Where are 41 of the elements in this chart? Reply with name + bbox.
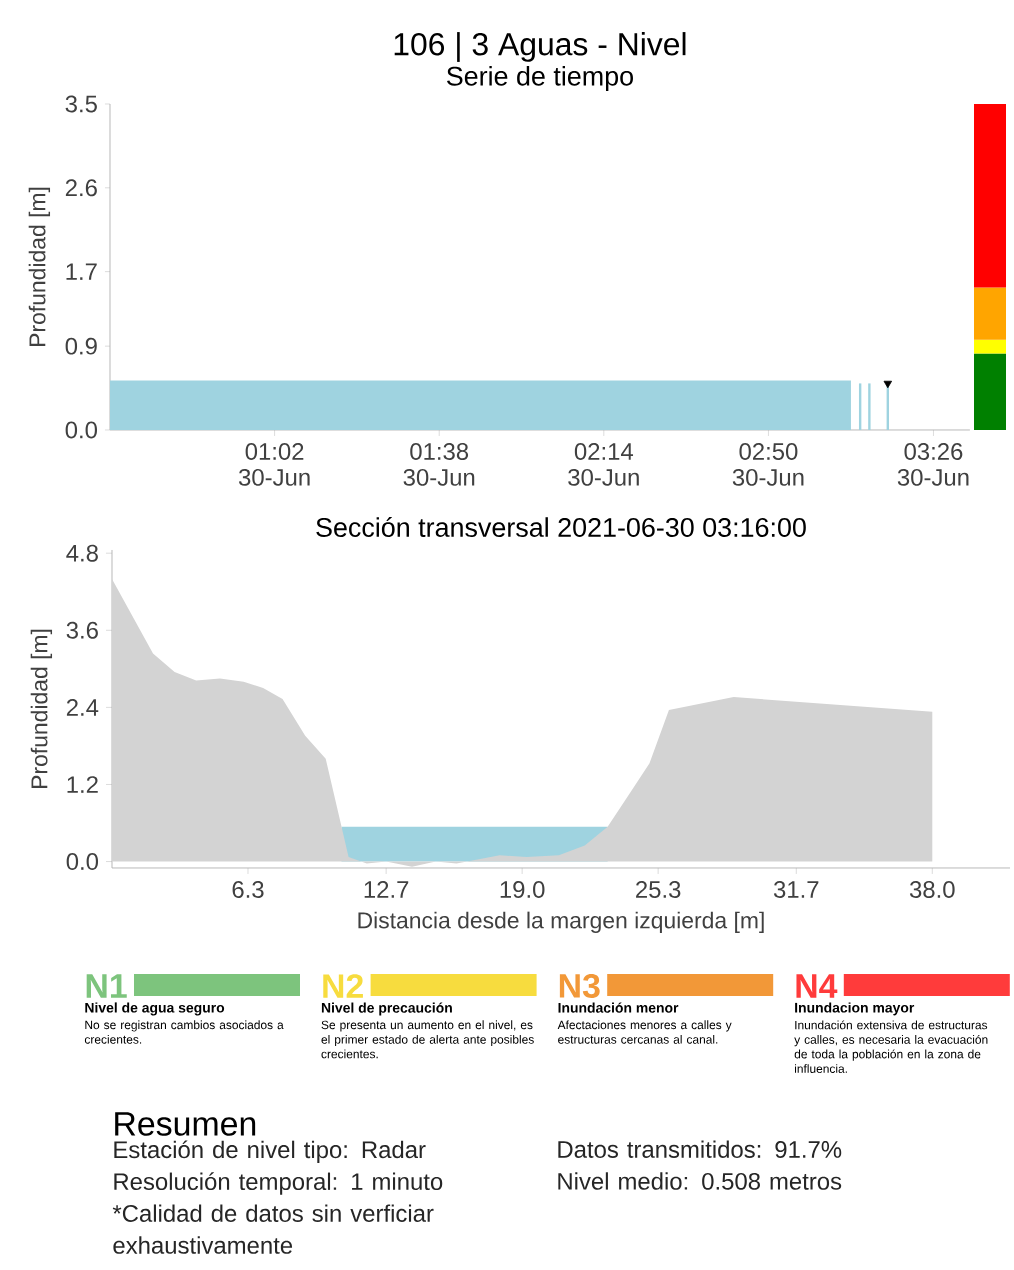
- y-tick-label: 0.9: [65, 337, 97, 355]
- x-tick-label: 25.3: [636, 881, 681, 898]
- category-label: N2: [323, 974, 363, 998]
- y-tick-label: 0.0: [66, 853, 99, 871]
- text: Estación de nivel tipo: Radar: [114, 1140, 426, 1163]
- y-tick-label: 3.6: [66, 621, 98, 639]
- y-tick-label: 4.8: [66, 544, 98, 562]
- x-tick-label: 02:50 30-Jun: [732, 443, 804, 486]
- y-axis-title: Profundidad [m]: [30, 629, 53, 788]
- y-axis-title: Profundidad [m]: [28, 187, 51, 346]
- x-tick-label: 31.7: [773, 881, 819, 898]
- y-tick-label: 2.4: [66, 699, 99, 716]
- text: Datos transmitidos: 91.7%: [558, 1140, 842, 1158]
- bar: [974, 287, 1006, 340]
- x-tick-label: 01:38 30-Jun: [403, 443, 475, 486]
- x-tick-label: 19.0: [500, 881, 545, 898]
- x-tick-label: 01:02 30-Jun: [238, 443, 310, 486]
- text: Resolución temporal: 1 minuto: [114, 1172, 443, 1195]
- chart-title: 106 | 3 Aguas - Nivel: [394, 32, 686, 62]
- text: Nivel medio: 0.508 metros: [558, 1172, 842, 1190]
- y-tick-label: 0.0: [65, 421, 98, 439]
- category-label: N4: [796, 974, 838, 998]
- x-tick-label: 12.7: [364, 881, 409, 898]
- category-label: N3: [559, 973, 600, 998]
- chart-subtitle: Serie de tiempo: [446, 65, 633, 91]
- text: Resumen: [115, 1112, 256, 1136]
- y-tick-label: 3.5: [65, 95, 97, 113]
- category-label: N1: [86, 974, 127, 998]
- y-tick-label: 2.6: [65, 179, 97, 197]
- x-tick-label: 38.0: [909, 881, 955, 898]
- bar: [974, 339, 1006, 354]
- x-tick-label: 02:14 30-Jun: [568, 443, 639, 486]
- text: *Calidad de datos sin verficiar exhaustivamente: [112, 1204, 434, 1254]
- bar: [974, 103, 1006, 288]
- chart-title: Sección transversal 2021-06-30 03:16:00: [316, 516, 806, 537]
- x-tick-label: 6.3: [232, 881, 264, 898]
- x-axis-title: Distancia desde la margen izquierda [m]: [358, 911, 764, 933]
- x-tick-label: 03:26 30-Jun: [897, 443, 969, 486]
- y-tick-label: 1.2: [67, 776, 98, 793]
- bar: [974, 353, 1006, 430]
- y-tick-label: 1.7: [66, 263, 97, 280]
